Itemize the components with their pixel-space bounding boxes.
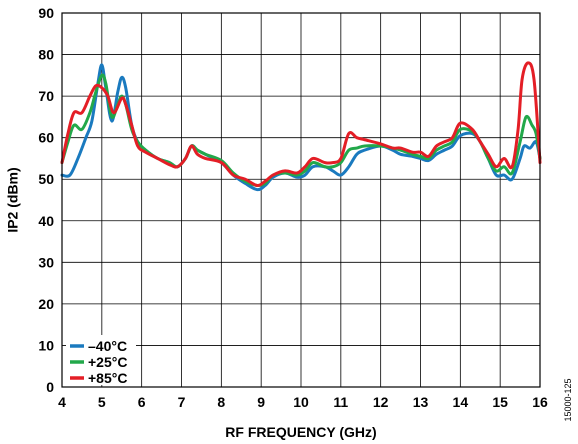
- y-tick-label-9: 90: [38, 5, 54, 21]
- x-tick-label-6: 10: [293, 394, 309, 410]
- legend: –40°C+25°C+85°C: [66, 335, 136, 386]
- legend-label-2: +85°C: [88, 370, 127, 386]
- plot-frame: [61, 12, 541, 388]
- x-tick-label-0: 4: [58, 394, 66, 410]
- y-tick-label-0: 0: [46, 379, 54, 395]
- x-tick-labels: 4 5 6 7 8 9 10 11 12 13 14 15 16: [58, 394, 548, 410]
- y-tick-label-3: 30: [38, 254, 54, 270]
- x-tick-label-3: 7: [178, 394, 186, 410]
- y-tick-label-4: 40: [38, 213, 54, 229]
- y-tick-label-8: 80: [38, 47, 54, 63]
- series-lines: [60, 61, 542, 192]
- y-tick-label-5: 50: [38, 171, 54, 187]
- y-tick-label-7: 70: [38, 88, 54, 104]
- legend-label-1: +25°C: [88, 354, 127, 370]
- figure-id: 15000-125: [563, 378, 573, 421]
- x-tick-label-10: 14: [453, 394, 469, 410]
- y-tick-label-2: 20: [38, 296, 54, 312]
- x-tick-label-11: 15: [492, 394, 508, 410]
- x-tick-label-1: 5: [98, 394, 106, 410]
- grid: [61, 12, 541, 388]
- x-tick-label-2: 6: [138, 394, 146, 410]
- series-line-2: [60, 61, 542, 187]
- x-tick-label-9: 13: [413, 394, 429, 410]
- y-axis-title: IP2 (dBm): [5, 167, 21, 232]
- x-tick-label-12: 16: [532, 394, 548, 410]
- legend-label-0: –40°C: [88, 338, 127, 354]
- x-tick-label-5: 9: [257, 394, 265, 410]
- x-tick-label-7: 11: [333, 394, 348, 410]
- x-tick-label-8: 12: [373, 394, 389, 410]
- x-tick-label-4: 8: [217, 394, 225, 410]
- x-axis-title: RF FREQUENCY (GHz): [225, 424, 376, 440]
- y-tick-labels: 0 10 20 30 40 50 60 70 80 90: [38, 5, 54, 395]
- y-tick-label-1: 10: [38, 337, 54, 353]
- y-tick-label-6: 60: [38, 130, 54, 146]
